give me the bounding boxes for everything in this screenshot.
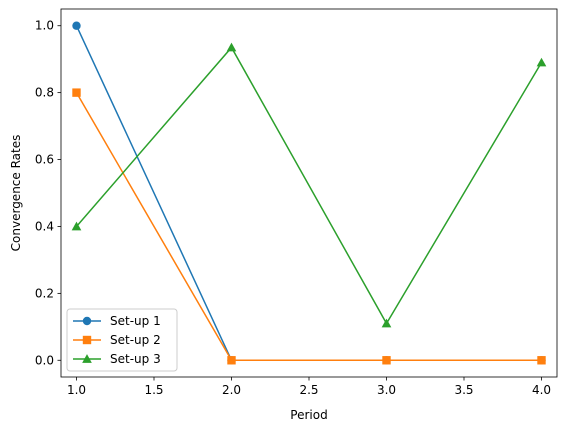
legend-item: Set-up 2 [73, 333, 161, 347]
x-axis-ticks: 1.0 1.5 2.0 2.5 3.0 3.5 4.0 [67, 377, 551, 397]
series-3-point [381, 318, 392, 328]
x-tick-label: 3.0 [377, 383, 396, 397]
x-tick-label: 4.0 [532, 383, 551, 397]
series-2-point [227, 356, 236, 365]
x-tick-label: 3.5 [454, 383, 473, 397]
legend-swatch-marker [82, 354, 92, 363]
legend-label: Set-up 1 [110, 314, 161, 328]
x-tick-label: 2.5 [299, 383, 318, 397]
series-3-point [71, 221, 82, 231]
y-tick-label: 0.4 [35, 219, 54, 233]
x-tick-label: 1.0 [67, 383, 86, 397]
legend-item: Set-up 3 [73, 352, 161, 366]
legend-label: Set-up 2 [110, 333, 161, 347]
legend-item: Set-up 1 [73, 314, 161, 328]
legend-swatch-marker [82, 316, 92, 326]
x-tick-label: 1.5 [144, 383, 163, 397]
y-axis-label: Convergence Rates [9, 135, 23, 252]
series-3-point [536, 57, 547, 67]
series-2-point [537, 356, 546, 365]
legend-swatch-marker [82, 335, 92, 345]
y-tick-label: 0.8 [35, 86, 54, 100]
series-2-point [382, 356, 391, 365]
legend: Set-up 1 Set-up 2 Set-up 3 [66, 308, 178, 372]
series-layer [71, 21, 547, 365]
legend-label: Set-up 3 [110, 352, 161, 366]
y-tick-label: 0.0 [35, 353, 54, 367]
x-tick-label: 2.0 [222, 383, 241, 397]
legend-box [66, 308, 178, 372]
series-2 [72, 88, 546, 365]
y-tick-label: 1.0 [35, 19, 54, 33]
y-tick-label: 0.2 [35, 286, 54, 300]
y-axis-ticks: 0.0 0.2 0.4 0.6 0.8 1.0 [35, 19, 61, 367]
series-3-point [226, 42, 237, 52]
x-axis-label: Period [290, 408, 327, 422]
series-3-line [75, 46, 543, 325]
series-3 [71, 42, 547, 328]
y-tick-label: 0.6 [35, 153, 54, 167]
series-2-point [72, 88, 81, 97]
series-2-line [75, 92, 542, 362]
series-1-point [72, 21, 81, 30]
